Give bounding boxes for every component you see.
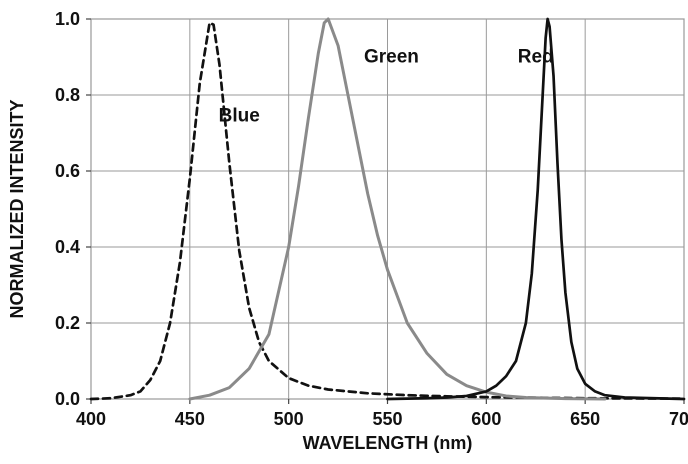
y-tick-label: 1.0 xyxy=(55,9,80,29)
x-axis-label: WAVELENGTH (nm) xyxy=(303,433,473,453)
x-tick-label: 550 xyxy=(372,409,402,429)
series-label-blue: Blue xyxy=(219,106,260,127)
x-tick-label: 500 xyxy=(274,409,304,429)
y-tick-label: 0.8 xyxy=(55,85,80,105)
y-tick-label: 0.6 xyxy=(55,161,80,181)
x-tick-label: 700 xyxy=(669,409,688,429)
x-tick-label: 600 xyxy=(471,409,501,429)
y-tick-label: 0.4 xyxy=(55,237,80,257)
series-label-red: Red xyxy=(518,47,554,68)
series-line-red xyxy=(386,17,686,401)
y-tick-label: 0.0 xyxy=(55,389,80,409)
series-line-green xyxy=(188,17,607,401)
y-tick-label: 0.2 xyxy=(55,313,80,333)
tick-layer: 400 450 500 550 600 650 700 0.0 0.2 0.4 0.6 0.8 1.0 xyxy=(55,9,688,429)
y-axis-label: NORMALIZED INTENSITY xyxy=(7,100,27,319)
x-tick-label: 650 xyxy=(570,409,600,429)
series-label-green: Green xyxy=(364,47,419,68)
series-layer xyxy=(89,17,686,401)
grid-layer xyxy=(90,18,685,400)
x-tick-label: 450 xyxy=(175,409,205,429)
series-line-blue xyxy=(89,21,686,401)
label-layer: Blue Green Red xyxy=(219,47,554,127)
x-tick-label: 400 xyxy=(76,409,106,429)
